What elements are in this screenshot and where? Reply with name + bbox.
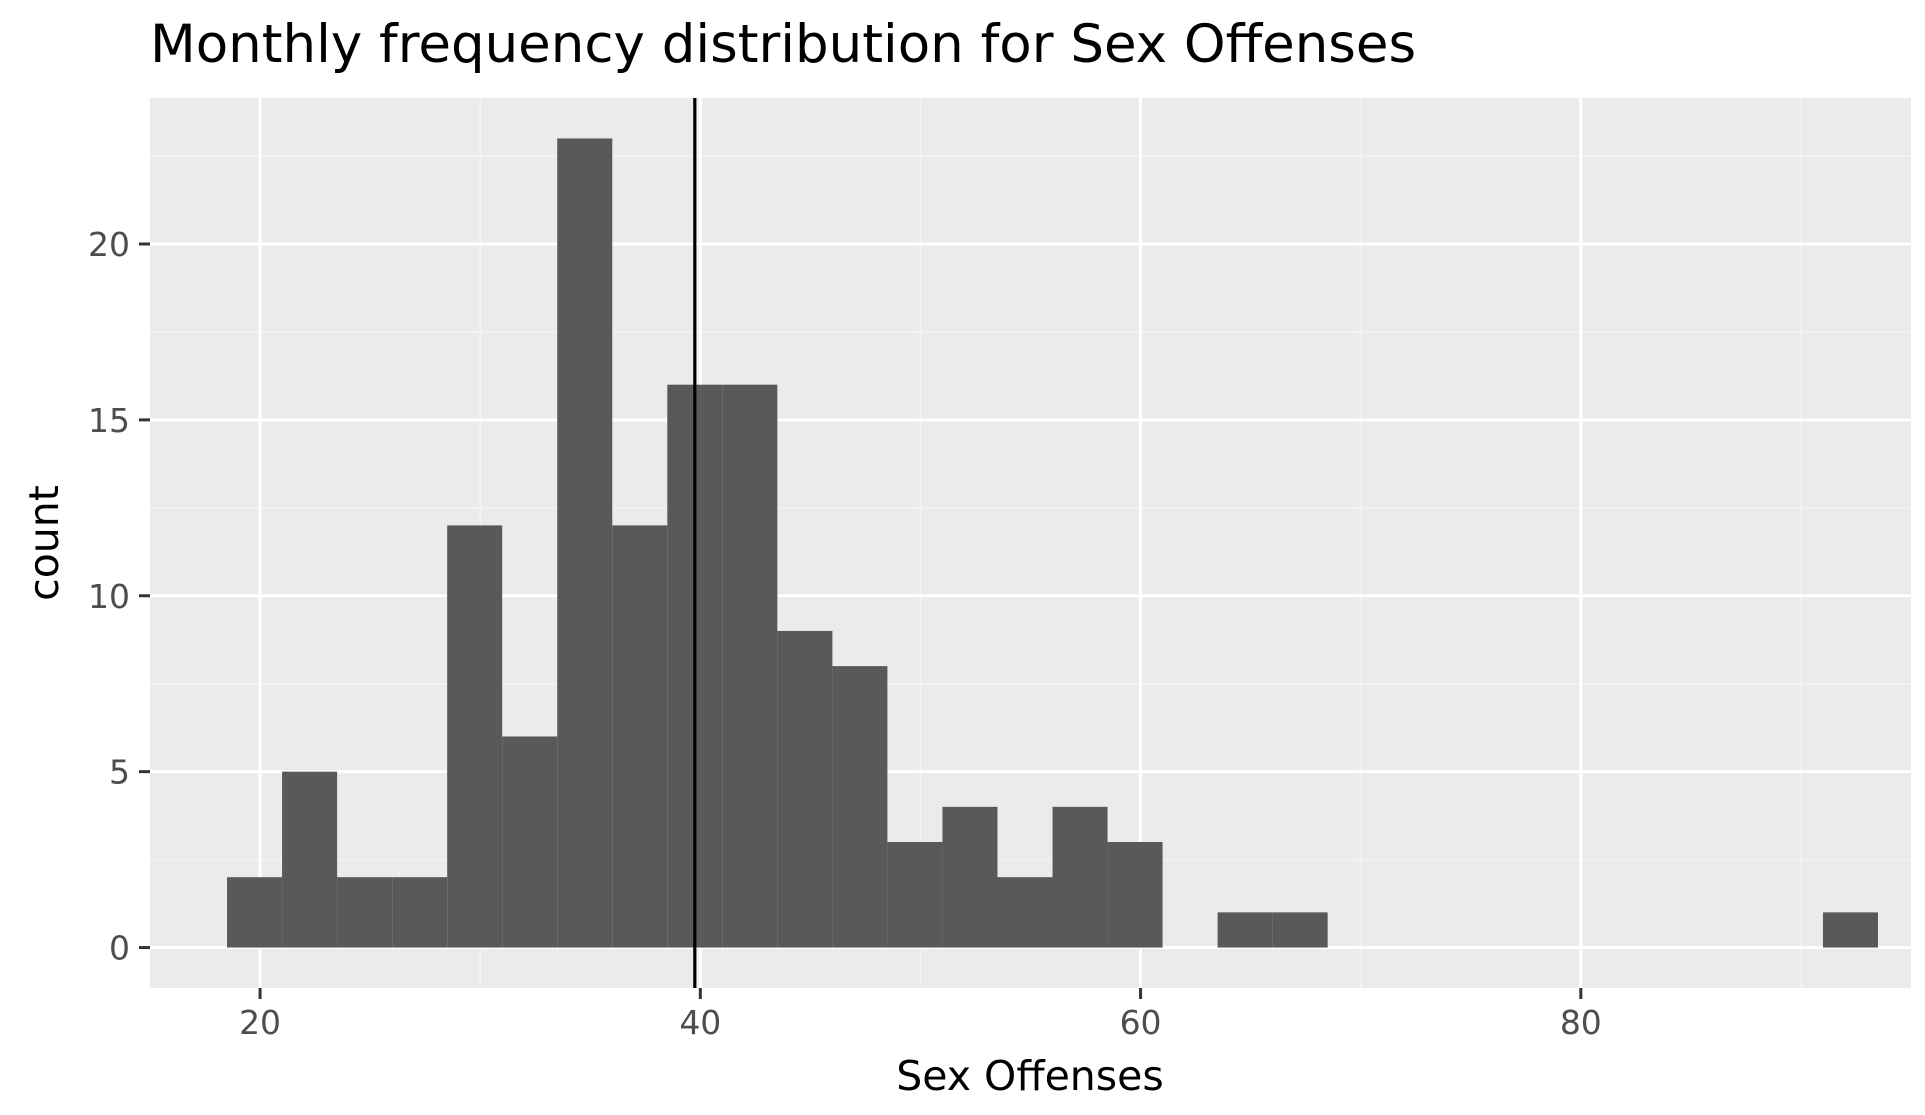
y-axis: 0 5 10 15 20 xyxy=(88,225,150,968)
histogram-bar xyxy=(997,877,1053,948)
y-tick-label: 10 xyxy=(88,577,130,616)
histogram-bar xyxy=(1217,912,1273,948)
major-grid xyxy=(150,98,1911,988)
minor-grid xyxy=(150,98,1911,988)
x-tick-label: 60 xyxy=(1120,1003,1162,1042)
histogram-bar xyxy=(1822,912,1878,948)
histogram-bar xyxy=(722,384,778,948)
y-tick-label: 0 xyxy=(109,929,130,968)
y-tick-label: 5 xyxy=(109,753,130,792)
x-tick-label: 20 xyxy=(239,1003,281,1042)
x-axis: 20 40 60 80 xyxy=(239,988,1602,1042)
histogram-bar xyxy=(887,842,943,948)
histogram-bar xyxy=(557,138,613,948)
histogram-bar xyxy=(337,877,393,948)
y-tick-label: 15 xyxy=(88,401,130,440)
histogram-bar xyxy=(942,806,998,948)
y-axis-title: count xyxy=(20,485,68,601)
histogram-bar xyxy=(227,877,283,948)
histogram-bar xyxy=(612,525,668,948)
histogram-bar xyxy=(392,877,448,948)
histogram-bar xyxy=(447,525,503,948)
histogram-bar xyxy=(777,630,833,948)
x-tick-label: 80 xyxy=(1560,1003,1602,1042)
histogram-bar xyxy=(282,771,338,948)
histogram-bar xyxy=(502,736,558,948)
y-tick-label: 20 xyxy=(88,225,130,264)
histogram-bar xyxy=(1272,912,1328,948)
bars xyxy=(227,138,1878,948)
x-tick-label: 40 xyxy=(679,1003,721,1042)
histogram-bar xyxy=(1052,806,1108,948)
plot-panel xyxy=(150,98,1911,988)
chart-title: Monthly frequency distribution for Sex O… xyxy=(150,14,1416,75)
histogram-bar xyxy=(1107,842,1163,948)
x-axis-title: Sex Offenses xyxy=(896,1052,1164,1100)
histogram-bar xyxy=(832,666,888,948)
